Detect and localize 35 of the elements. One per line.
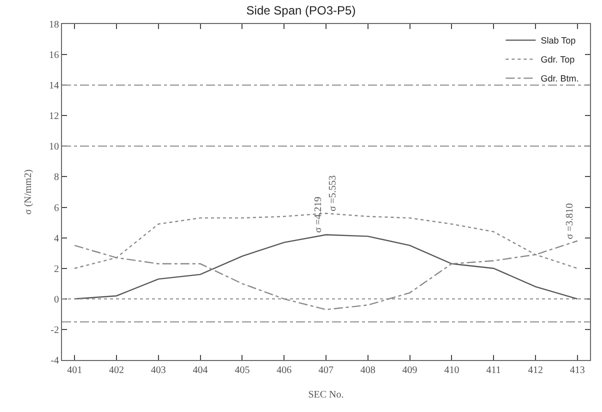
x-tick-label: 410 [444, 365, 460, 376]
x-tick-label: 412 [528, 365, 544, 376]
x-tick-label: 402 [108, 365, 124, 376]
y-tick-label: 12 [49, 111, 59, 122]
y-tick-label: 8 [54, 172, 59, 184]
annotation: σ =3.810 [564, 203, 576, 240]
x-tick-label: 409 [402, 365, 418, 376]
y-tick-label: 18 [49, 20, 59, 30]
y-tick-label: 2 [54, 264, 59, 275]
y-axis-title: σ (N/mm2) [23, 169, 34, 215]
x-axis-title: SEC No. [308, 390, 344, 400]
legend-label: Slab Top [540, 36, 576, 46]
y-tick-label: -2 [50, 324, 59, 336]
x-tick-label: 408 [360, 365, 376, 376]
x-tick-label: 401 [67, 365, 82, 376]
y-tick-label: 4 [54, 233, 59, 244]
y-tick-label: 6 [54, 202, 59, 214]
legend-label: Gdr. Top [540, 54, 575, 65]
line-series [74, 234, 578, 300]
annotation: σ =4.219 [313, 196, 324, 233]
x-tick-label: 413 [570, 365, 585, 376]
chart-title: Side Span (PO3-P5) [246, 4, 356, 18]
x-tick-label: 406 [276, 365, 292, 376]
y-tick-label: 0 [54, 294, 59, 306]
legend-label: Gdr. Btm. [540, 74, 579, 84]
x-tick-label: 405 [234, 365, 250, 376]
y-tick-label: 16 [49, 50, 59, 62]
x-tick-label: 404 [192, 365, 208, 376]
y-tick-label: -4 [50, 356, 59, 366]
x-tick-label: 403 [150, 365, 166, 376]
annotation: σ =5.553 [328, 175, 339, 212]
x-tick-label: 411 [486, 365, 501, 376]
x-tick-label: 407 [318, 365, 334, 376]
y-tick-label: 14 [49, 80, 59, 92]
y-tick-label: 10 [49, 142, 59, 153]
